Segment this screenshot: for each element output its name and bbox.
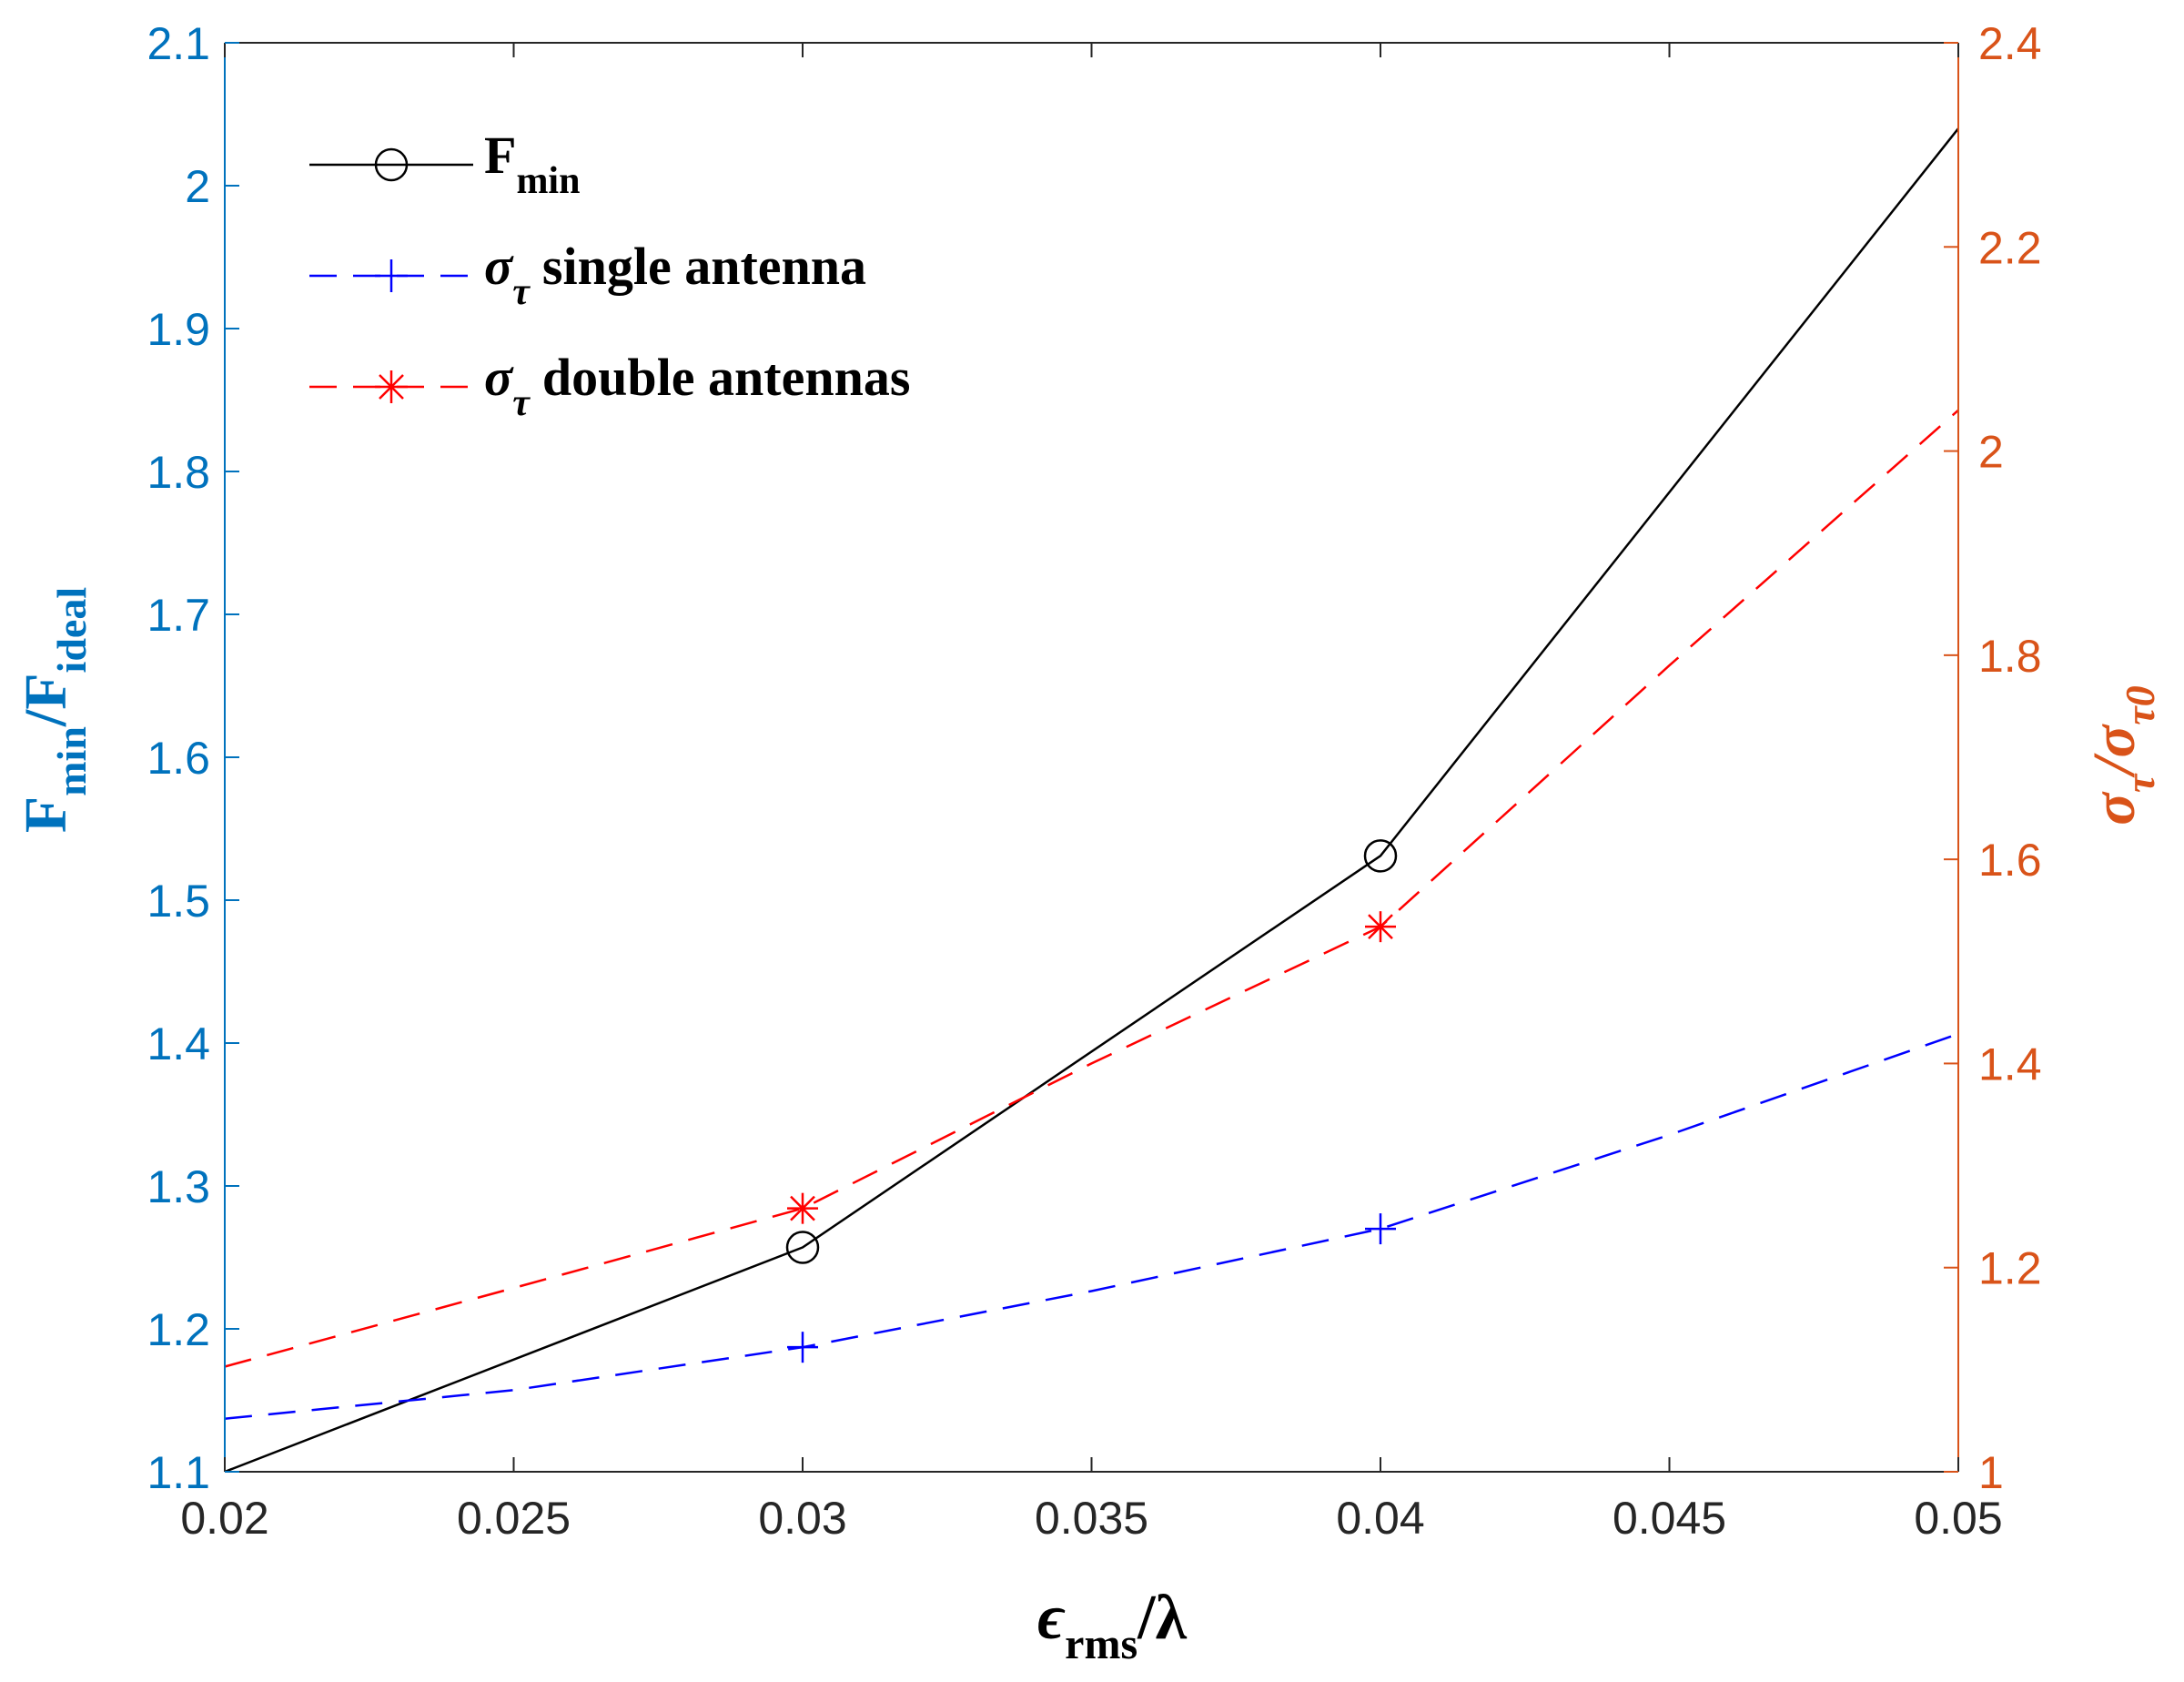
x-tick-label: 0.03 [758,1493,846,1544]
data-point-2-0 [787,1192,818,1224]
legend-marker-plus [375,259,408,292]
legend-marker-asterisk [375,370,408,403]
data-point-0-0 [785,1231,820,1264]
y-axis-label-right: στ/στ0 [2081,685,2163,825]
x-axis-label: ϵrms/λ [1037,1583,1188,1668]
x-tick-label: 0.035 [1035,1493,1148,1544]
plot-markers [785,839,1398,1363]
y-right-tick-label: 1.8 [1978,631,2042,682]
series-line-2 [224,409,1959,1368]
y-left-tick-label: 1.6 [147,733,210,784]
x-tick-label: 0.045 [1613,1493,1726,1544]
y-left-tick-label: 1.5 [147,876,210,927]
y-left-tick-label: 2.1 [147,18,210,69]
y-right-tick-label: 1.4 [1978,1039,2042,1089]
x-tick-label: 0.025 [457,1493,571,1544]
x-tick-label: 0.02 [180,1493,268,1544]
x-tick-label: 0.04 [1336,1493,1424,1544]
y-axis-label-left: Fmin/Fideal [13,587,95,833]
x-tick-label: 0.05 [1914,1493,2002,1544]
y-left-tick-label: 1.7 [147,590,210,641]
data-point-2-1 [1365,911,1396,943]
y-right-tick-label: 2 [1978,427,2004,478]
y-left-tick-label: 1.9 [147,304,210,355]
legend-marker-circle [374,147,409,182]
series-line-0 [224,127,1959,1474]
y-left-tick-label: 1.8 [147,447,210,498]
data-point-1-1 [1365,1213,1396,1245]
series-line-1 [224,1032,1959,1420]
y-right-tick-label: 2.4 [1978,18,2042,69]
ticks: 0.02 0.025 0.03 0.035 0.04 0.045 0.05 1.1 1.2 1.3… [147,18,2041,1544]
legend-entry-fmin: Fmin [309,126,580,202]
y-right-tick-label: 1.2 [1978,1243,2042,1294]
y-right-tick-label: 1.6 [1978,835,2042,886]
y-right-tick-label: 2.2 [1978,222,2042,273]
plot-lines [224,127,1959,1474]
legend-entry-single: στ single antenna [309,237,866,313]
svg-text:Fmin: Fmin [484,126,580,202]
y-left-tick-label: 1.3 [147,1161,210,1212]
y-right-tick-label: 1 [1978,1447,2004,1498]
y-left-tick-label: 2 [185,161,210,212]
data-point-1-0 [787,1332,818,1363]
y-left-tick-label: 1.4 [147,1018,210,1069]
legend-entry-double: στ double antennas [309,348,910,424]
y-left-tick-label: 1.2 [147,1304,210,1355]
data-point-0-1 [1363,839,1398,873]
y-left-tick-label: 1.1 [147,1447,210,1498]
legend: Fmin στ single antenna στ double antennas [309,126,910,424]
